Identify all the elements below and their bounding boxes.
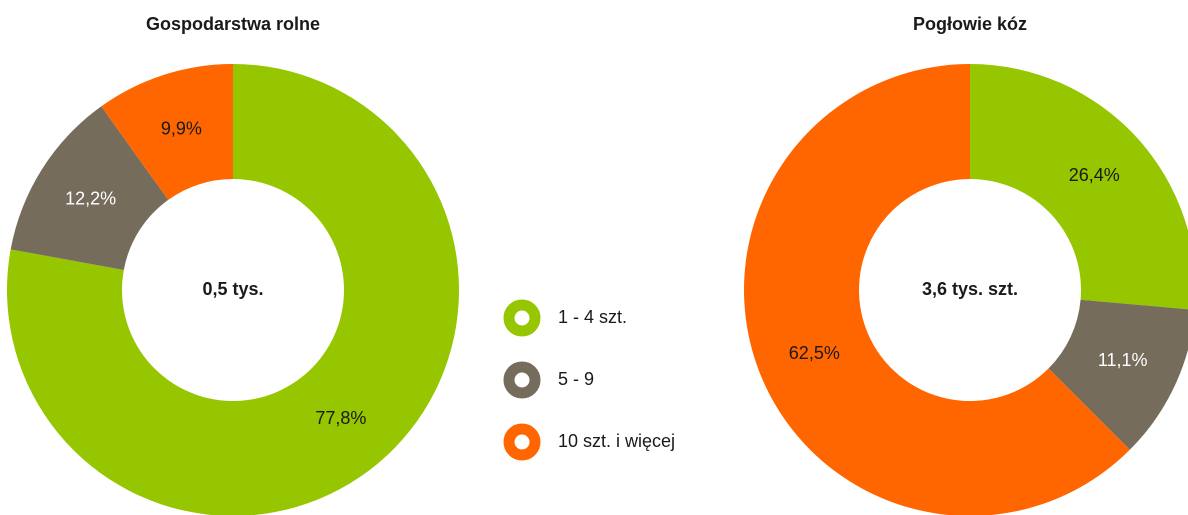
legend-label: 1 - 4 szt.	[558, 307, 627, 327]
donut-slice	[1048, 299, 1188, 450]
legend-swatch	[503, 299, 541, 337]
center-label: 3,6 tys. szt.	[922, 279, 1018, 299]
legend-label: 5 - 9	[558, 369, 594, 389]
value-label: 26,4%	[1069, 165, 1120, 185]
value-label: 77,8%	[315, 408, 366, 428]
center-label: 0,5 tys.	[202, 279, 263, 299]
donut-slice	[744, 64, 1130, 515]
value-label: 62,5%	[789, 343, 840, 363]
value-label: 9,9%	[161, 118, 202, 138]
legend-swatch	[503, 423, 541, 461]
chart-title: Pogłowie kóz	[913, 14, 1027, 34]
value-label: 12,2%	[65, 189, 116, 209]
chart-title: Gospodarstwa rolne	[146, 14, 320, 34]
legend-swatch	[503, 361, 541, 399]
donut-slice	[7, 64, 459, 515]
donut-slice	[970, 64, 1188, 310]
donut-slice	[101, 64, 233, 200]
value-label: 11,1%	[1098, 350, 1148, 370]
legend-label: 10 szt. i więcej	[558, 431, 675, 451]
donut-slice	[10, 106, 169, 271]
